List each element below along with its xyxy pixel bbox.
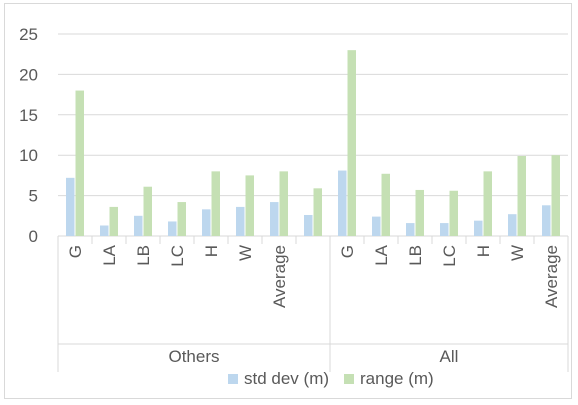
legend-swatch <box>344 374 354 384</box>
category-label: W <box>508 245 527 261</box>
category-label: Average <box>270 245 289 308</box>
bar-range <box>347 50 356 236</box>
bar-std-dev <box>236 206 245 236</box>
group-label: All <box>440 347 459 366</box>
y-tick-label: 15 <box>19 106 38 125</box>
y-tick-label: 0 <box>29 227 38 246</box>
category-label: G <box>66 245 85 258</box>
bar-range <box>415 189 424 236</box>
bar-range <box>381 173 390 236</box>
category-label: LC <box>440 245 459 267</box>
bar-range <box>279 171 288 236</box>
y-tick-label: 5 <box>29 187 38 206</box>
bar-std-dev <box>508 214 517 236</box>
category-label: LB <box>406 245 425 266</box>
bar-range <box>75 90 84 236</box>
bar-std-dev <box>270 202 279 236</box>
bar-std-dev <box>100 225 109 236</box>
category-label: H <box>202 245 221 257</box>
legend-label: std dev (m) <box>244 369 329 388</box>
bar-range <box>109 206 118 236</box>
category-label: W <box>236 245 255 261</box>
category-label: H <box>474 245 493 257</box>
bar-std-dev <box>542 205 551 236</box>
bar-range <box>313 188 322 236</box>
y-axis-tick-labels: 0 5 10 15 20 25 <box>19 25 38 246</box>
category-label: LA <box>372 244 391 265</box>
y-tick-label: 25 <box>19 25 38 44</box>
bar-std-dev <box>406 223 415 236</box>
bar-std-dev <box>474 220 483 236</box>
legend-swatch <box>228 374 238 384</box>
bar-std-dev <box>304 214 313 236</box>
bar-std-dev <box>66 177 75 236</box>
bar-range <box>143 186 152 236</box>
category-label: G <box>338 245 357 258</box>
bar-range <box>211 171 220 236</box>
bars <box>66 50 560 236</box>
bar-std-dev <box>168 221 177 236</box>
bar-range <box>449 190 458 236</box>
y-tick-label: 20 <box>19 65 38 84</box>
bar-std-dev <box>372 216 381 236</box>
category-label: LB <box>134 245 153 266</box>
bar-range <box>177 202 186 236</box>
bar-range <box>517 156 526 236</box>
bar-std-dev <box>440 223 449 236</box>
bar-range <box>483 171 492 236</box>
category-label: Average <box>542 245 561 308</box>
y-tick-label: 10 <box>19 146 38 165</box>
legend: std dev (m) range (m) <box>228 369 434 388</box>
gridlines <box>58 33 568 237</box>
bar-range <box>551 155 560 236</box>
bar-std-dev <box>134 215 143 236</box>
legend-label: range (m) <box>360 369 434 388</box>
category-axis: G LA LB LC H W Average G LA LB LC H W Average Others Al… <box>57 236 569 372</box>
group-label: Others <box>168 347 219 366</box>
bar-std-dev <box>202 209 211 236</box>
category-label: LA <box>100 244 119 265</box>
category-label: LC <box>168 245 187 267</box>
bar-range <box>245 175 254 236</box>
bar-std-dev <box>338 170 347 236</box>
